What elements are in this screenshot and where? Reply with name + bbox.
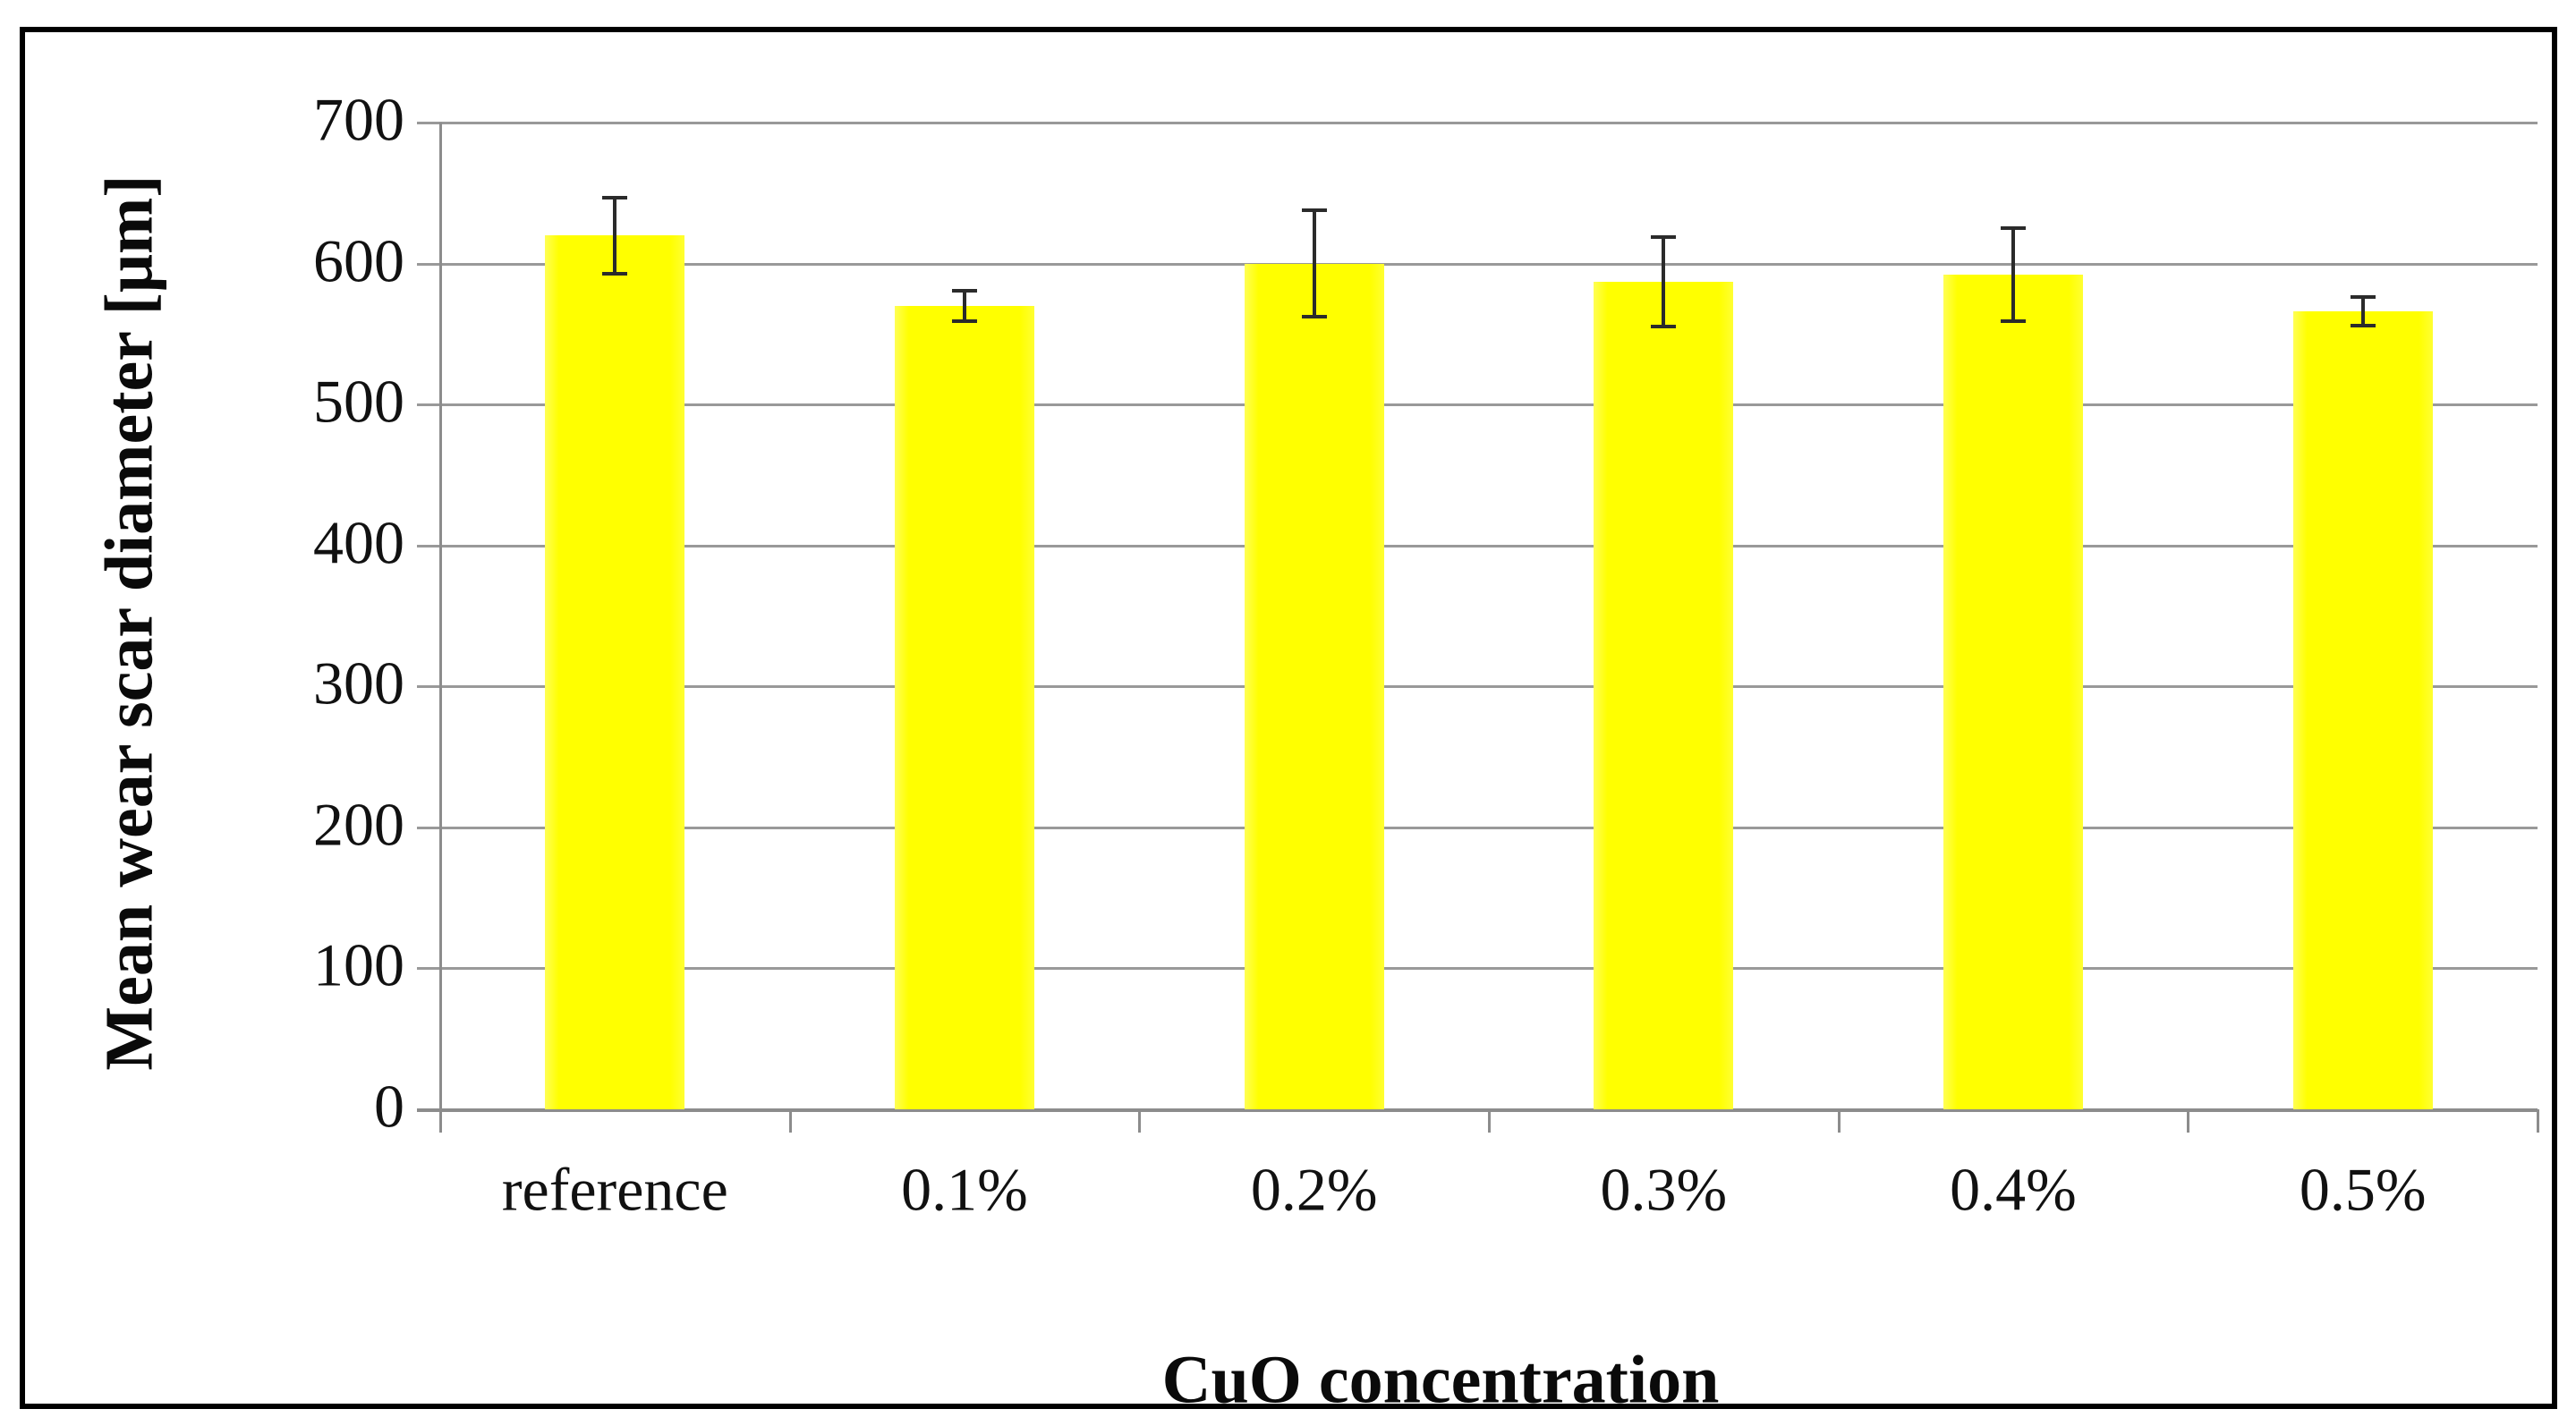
gridline [417,544,2538,547]
gridline [417,826,2538,829]
error-bar-cap-top [1651,234,1677,239]
error-bar-cap-bottom [1301,315,1327,319]
error-bar-cap-bottom [952,319,977,324]
x-tick-label: 0.3% [1600,1155,1728,1224]
x-axis-title: CuO concentration [1161,1342,1720,1418]
y-tick-label: 400 [313,508,404,577]
x-axis-tick [1837,1109,1841,1133]
x-axis-tick [439,1109,442,1133]
error-bar-cap-top [2001,226,2026,231]
gridline [417,967,2538,971]
x-axis-tick [1488,1109,1491,1133]
y-tick-label: 700 [313,85,404,154]
x-tick-label: 0.1% [901,1155,1028,1224]
x-tick-label: reference [501,1155,728,1224]
bar-0.1% [895,305,1034,1109]
gridline [417,122,2538,124]
x-tick-label: 0.4% [1950,1155,2077,1224]
x-tick-label: 0.5% [2299,1155,2427,1224]
error-bar-stem [1312,209,1316,318]
gridline [417,403,2538,407]
y-tick-label: 600 [313,225,404,294]
error-bar-cap-bottom [2001,319,2026,324]
x-axis-line [417,1108,2538,1112]
y-tick-label: 300 [313,649,404,717]
x-axis-tick [788,1109,792,1133]
error-bar-cap-bottom [1651,325,1677,329]
error-bar-stem [2011,228,2015,322]
y-tick-label: 100 [313,930,404,999]
bar-0.2% [1244,263,1384,1109]
x-axis-tick [2537,1109,2539,1133]
chart-frame: Mean wear scar diameter [μm] CuO concent… [20,27,2557,1418]
y-axis-title: Mean wear scar diameter [μm] [91,174,167,1071]
error-bar-stem [613,197,617,274]
error-bar-cap-top [1301,208,1327,212]
error-bar-cap-bottom [2350,323,2376,327]
y-tick-label: 500 [313,367,404,436]
gridline [417,685,2538,689]
bar-0.4% [1943,275,2083,1109]
error-bar-cap-bottom [602,271,628,276]
error-bar-stem [1662,236,1666,327]
bar-0.3% [1594,282,1734,1109]
error-bar-cap-top [952,288,977,293]
bar-reference [545,235,685,1109]
error-bar-cap-top [602,195,628,199]
y-tick-label: 0 [374,1072,404,1141]
bar-0.5% [2292,311,2433,1109]
error-bar-cap-top [2350,295,2376,300]
y-axis-line [439,123,442,1109]
x-axis-tick [2187,1109,2190,1133]
error-bar-stem [963,290,966,322]
error-bar-stem [2360,297,2365,326]
gridline [417,262,2538,266]
x-tick-label: 0.2% [1250,1155,1378,1224]
y-tick-label: 200 [313,790,404,859]
x-axis-tick [1138,1109,1142,1133]
